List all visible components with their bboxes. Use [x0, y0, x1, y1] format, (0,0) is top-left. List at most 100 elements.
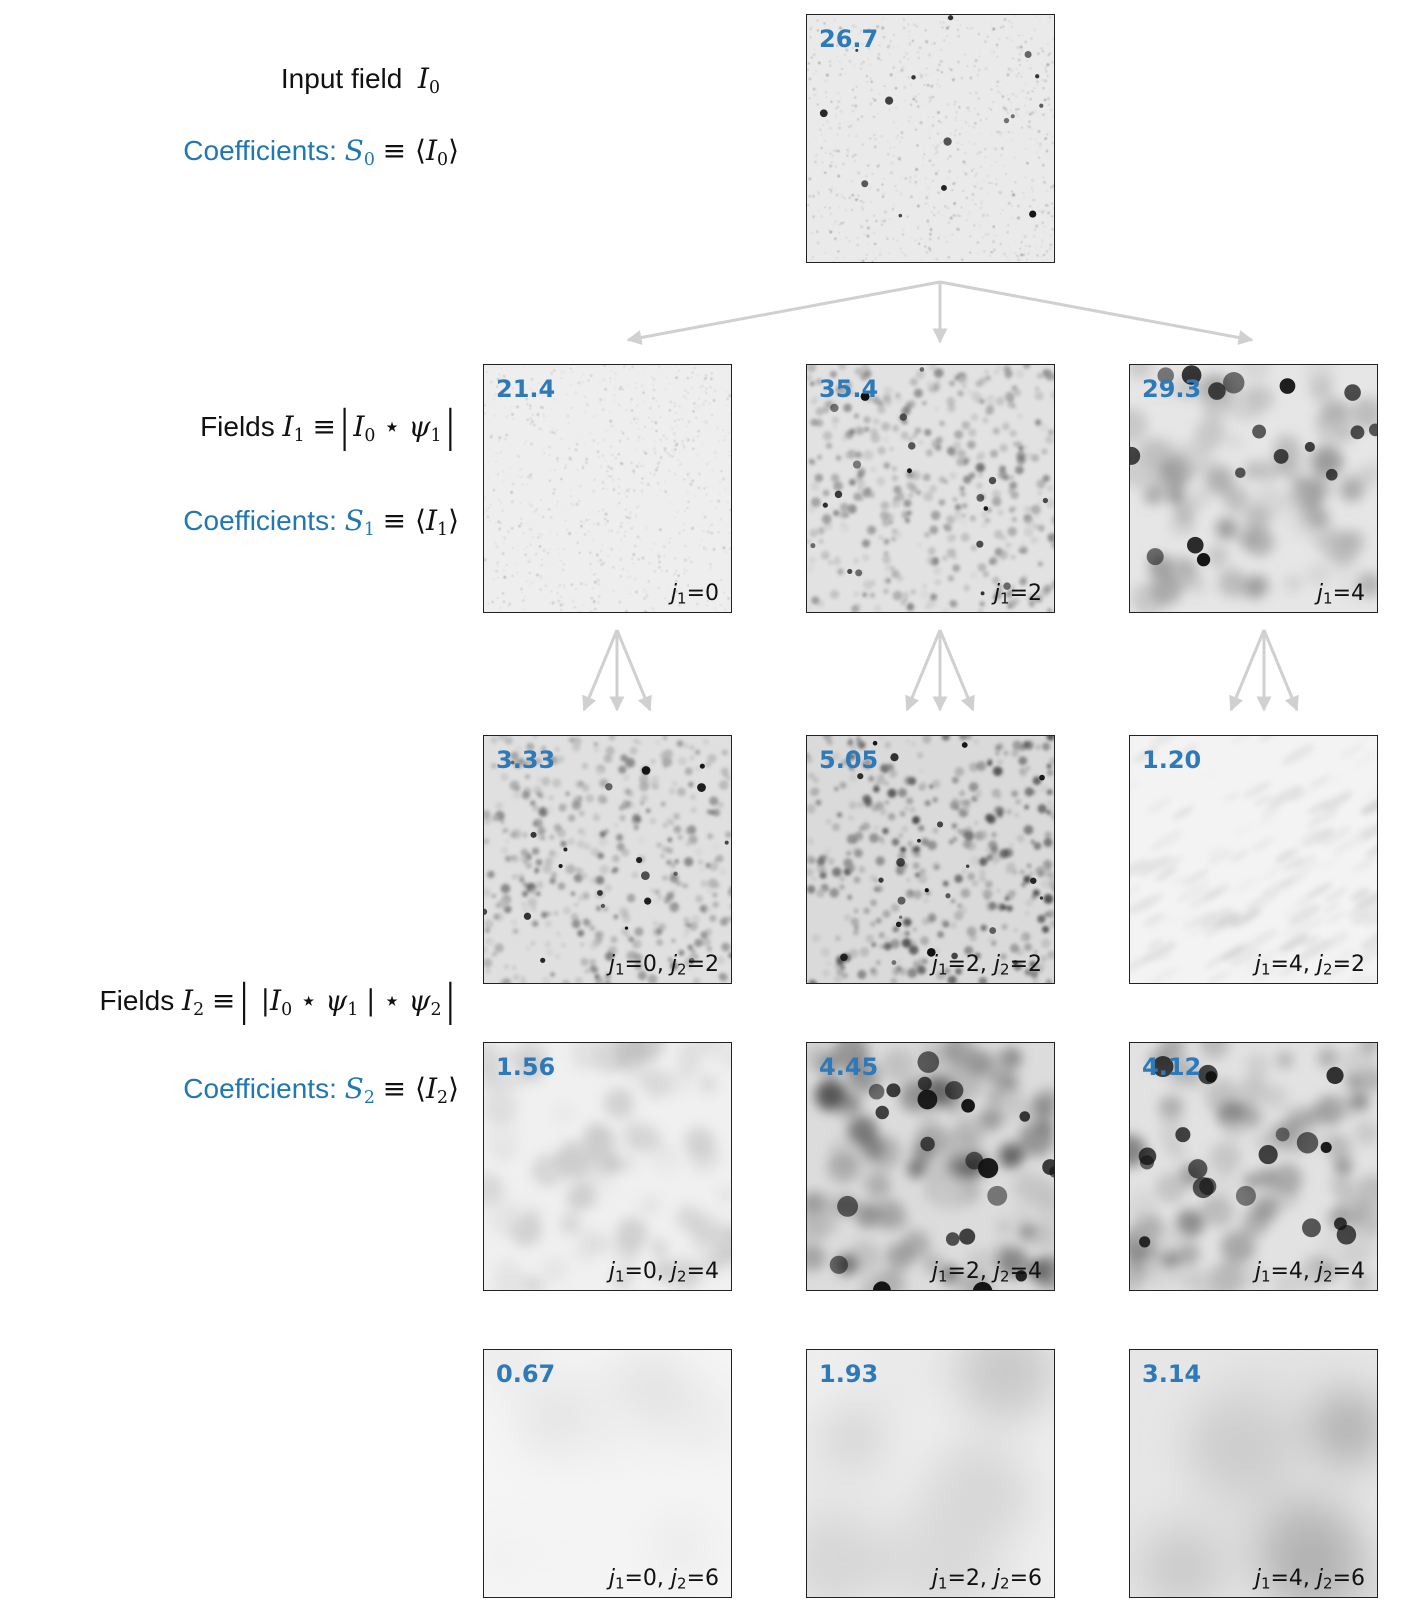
j2-value: 2 — [1028, 952, 1042, 977]
s1-definition: S1 — [344, 504, 375, 541]
field-image — [1130, 1043, 1377, 1290]
scale-label: j1=2, j2=6 — [931, 1566, 1042, 1593]
panel-j1-4-j2-4: 4.12 j1=4, j2=4 — [1129, 1042, 1378, 1291]
field-image — [807, 1350, 1054, 1597]
coefficient-value: 4.45 — [819, 1053, 879, 1081]
panel-j1-4: 29.3 j1=4 — [1129, 364, 1378, 613]
coefficient-value: 29.3 — [1142, 375, 1202, 403]
j2-value: 6 — [1028, 1566, 1042, 1591]
j1-value: 2 — [1028, 581, 1042, 606]
j1-value: 2 — [965, 1566, 980, 1591]
s0-coefficient-label: Coefficients: S0 ≡ ⟨I0⟩ — [183, 134, 459, 171]
j1-value: 2 — [965, 952, 980, 977]
field-image — [807, 365, 1054, 612]
panel-j1-4-j2-6: 3.14 j1=4, j2=6 — [1129, 1349, 1378, 1598]
input-field-text: Input field — [280, 63, 403, 94]
panel-j1-2: 35.4 j1=2 — [806, 364, 1055, 613]
panel-input: 26.7 — [806, 14, 1055, 263]
scale-label: j1=0, j2=4 — [608, 1259, 719, 1286]
j2-value: 2 — [705, 952, 719, 977]
j1-value: 0 — [642, 1566, 657, 1591]
coefficient-value: 21.4 — [496, 375, 556, 403]
coefficient-value: 35.4 — [819, 375, 879, 403]
fields-prefix-i2: Fields — [99, 985, 175, 1016]
field-image — [1130, 736, 1377, 983]
scale-label: j1=4, j2=4 — [1254, 1259, 1365, 1286]
field-image — [807, 15, 1054, 262]
j1-value: 4 — [1288, 1259, 1303, 1284]
coefficient-value: 4.12 — [1142, 1053, 1202, 1081]
scale-label: j1=0, j2=2 — [608, 952, 719, 979]
coeff-prefix-s1: Coefficients: — [183, 505, 337, 536]
arrow-j1-4-split-a — [1229, 629, 1266, 712]
panel-j1-0-j2-6: 0.67 j1=0, j2=6 — [483, 1349, 732, 1598]
arrow-j1-4-split-c — [1262, 629, 1299, 712]
j1-value: 0 — [642, 952, 657, 977]
field-image — [807, 1043, 1054, 1290]
panel-j1-2-j2-6: 1.93 j1=2, j2=6 — [806, 1349, 1055, 1598]
scale-label: j1=0, j2=6 — [608, 1566, 719, 1593]
j1-value: 0 — [705, 581, 719, 606]
input-field-label: Input field I0 — [280, 62, 440, 99]
scale-label: j1=4, j2=6 — [1254, 1566, 1365, 1593]
s2-coefficient-label: Coefficients: S2 ≡ ⟨I2⟩ — [183, 1072, 459, 1109]
i1-definition: I1 — [282, 410, 305, 447]
field-image — [484, 365, 731, 612]
fields-prefix-i1: Fields — [200, 411, 275, 442]
coeff-prefix-s0: Coefficients: — [183, 135, 337, 166]
field-image — [484, 1350, 731, 1597]
field-image — [484, 1043, 731, 1290]
coefficient-value: 3.14 — [1142, 1360, 1202, 1388]
arrow-j1-2-split-c — [938, 629, 975, 712]
j2-value: 4 — [1351, 1259, 1365, 1284]
j2-value: 2 — [1351, 952, 1365, 977]
j1-value: 4 — [1288, 1566, 1303, 1591]
j2-value: 4 — [1028, 1259, 1042, 1284]
s2-definition: S2 — [344, 1072, 375, 1109]
arrow-j1-0-split-c — [615, 629, 652, 712]
s0-definition: S0 — [344, 134, 375, 171]
s1-coefficient-label: Coefficients: S1 ≡ ⟨I1⟩ — [183, 504, 459, 541]
scale-label: j1=4, j2=2 — [1254, 952, 1365, 979]
arrow-input-to-j1-4 — [939, 280, 1254, 345]
coefficient-value: 1.93 — [819, 1360, 879, 1388]
coefficient-value: 26.7 — [819, 25, 879, 53]
j1-value: 4 — [1351, 581, 1365, 606]
fields-i1-label: Fields I1 ≡ | I0 ⋆ ψ1 | — [200, 400, 455, 453]
j2-value: 6 — [1351, 1566, 1365, 1591]
scale-label: j1=2, j2=4 — [931, 1259, 1042, 1286]
panel-j1-2-j2-2: 5.05 j1=2, j2=2 — [806, 735, 1055, 984]
coefficient-value: 5.05 — [819, 746, 879, 774]
arrow-j1-0-split-a — [582, 629, 619, 712]
field-image — [807, 736, 1054, 983]
field-image — [1130, 1350, 1377, 1597]
coefficient-value: 1.20 — [1142, 746, 1202, 774]
scale-label: j1=0 — [670, 581, 719, 608]
scale-label: j1=2, j2=2 — [931, 952, 1042, 979]
field-image — [484, 736, 731, 983]
fields-i2-label: Fields I2 ≡ | |I0 ⋆ ψ1 | ⋆ ψ2 | — [99, 974, 455, 1027]
j2-value: 4 — [705, 1259, 719, 1284]
panel-j1-0-j2-4: 1.56 j1=0, j2=4 — [483, 1042, 732, 1291]
panel-j1-0-j2-2: 3.33 j1=0, j2=2 — [483, 735, 732, 984]
coefficient-value: 1.56 — [496, 1053, 556, 1081]
panel-j1-2-j2-4: 4.45 j1=2, j2=4 — [806, 1042, 1055, 1291]
j1-value: 2 — [965, 1259, 980, 1284]
coefficient-value: 0.67 — [496, 1360, 556, 1388]
panel-j1-4-j2-2: 1.20 j1=4, j2=2 — [1129, 735, 1378, 984]
j1-value: 0 — [642, 1259, 657, 1284]
scale-label: j1=4 — [1316, 581, 1365, 608]
arrow-input-to-j1-0 — [626, 280, 941, 345]
field-image — [1130, 365, 1377, 612]
input-field-symbol: I0 — [417, 62, 440, 99]
coeff-prefix-s2: Coefficients: — [183, 1073, 337, 1104]
i2-definition: I2 — [182, 984, 205, 1021]
arrow-j1-2-split-a — [905, 629, 942, 712]
j2-value: 6 — [705, 1566, 719, 1591]
panel-j1-0: 21.4 j1=0 — [483, 364, 732, 613]
coefficient-value: 3.33 — [496, 746, 556, 774]
scale-label: j1=2 — [993, 581, 1042, 608]
j1-value: 4 — [1288, 952, 1303, 977]
